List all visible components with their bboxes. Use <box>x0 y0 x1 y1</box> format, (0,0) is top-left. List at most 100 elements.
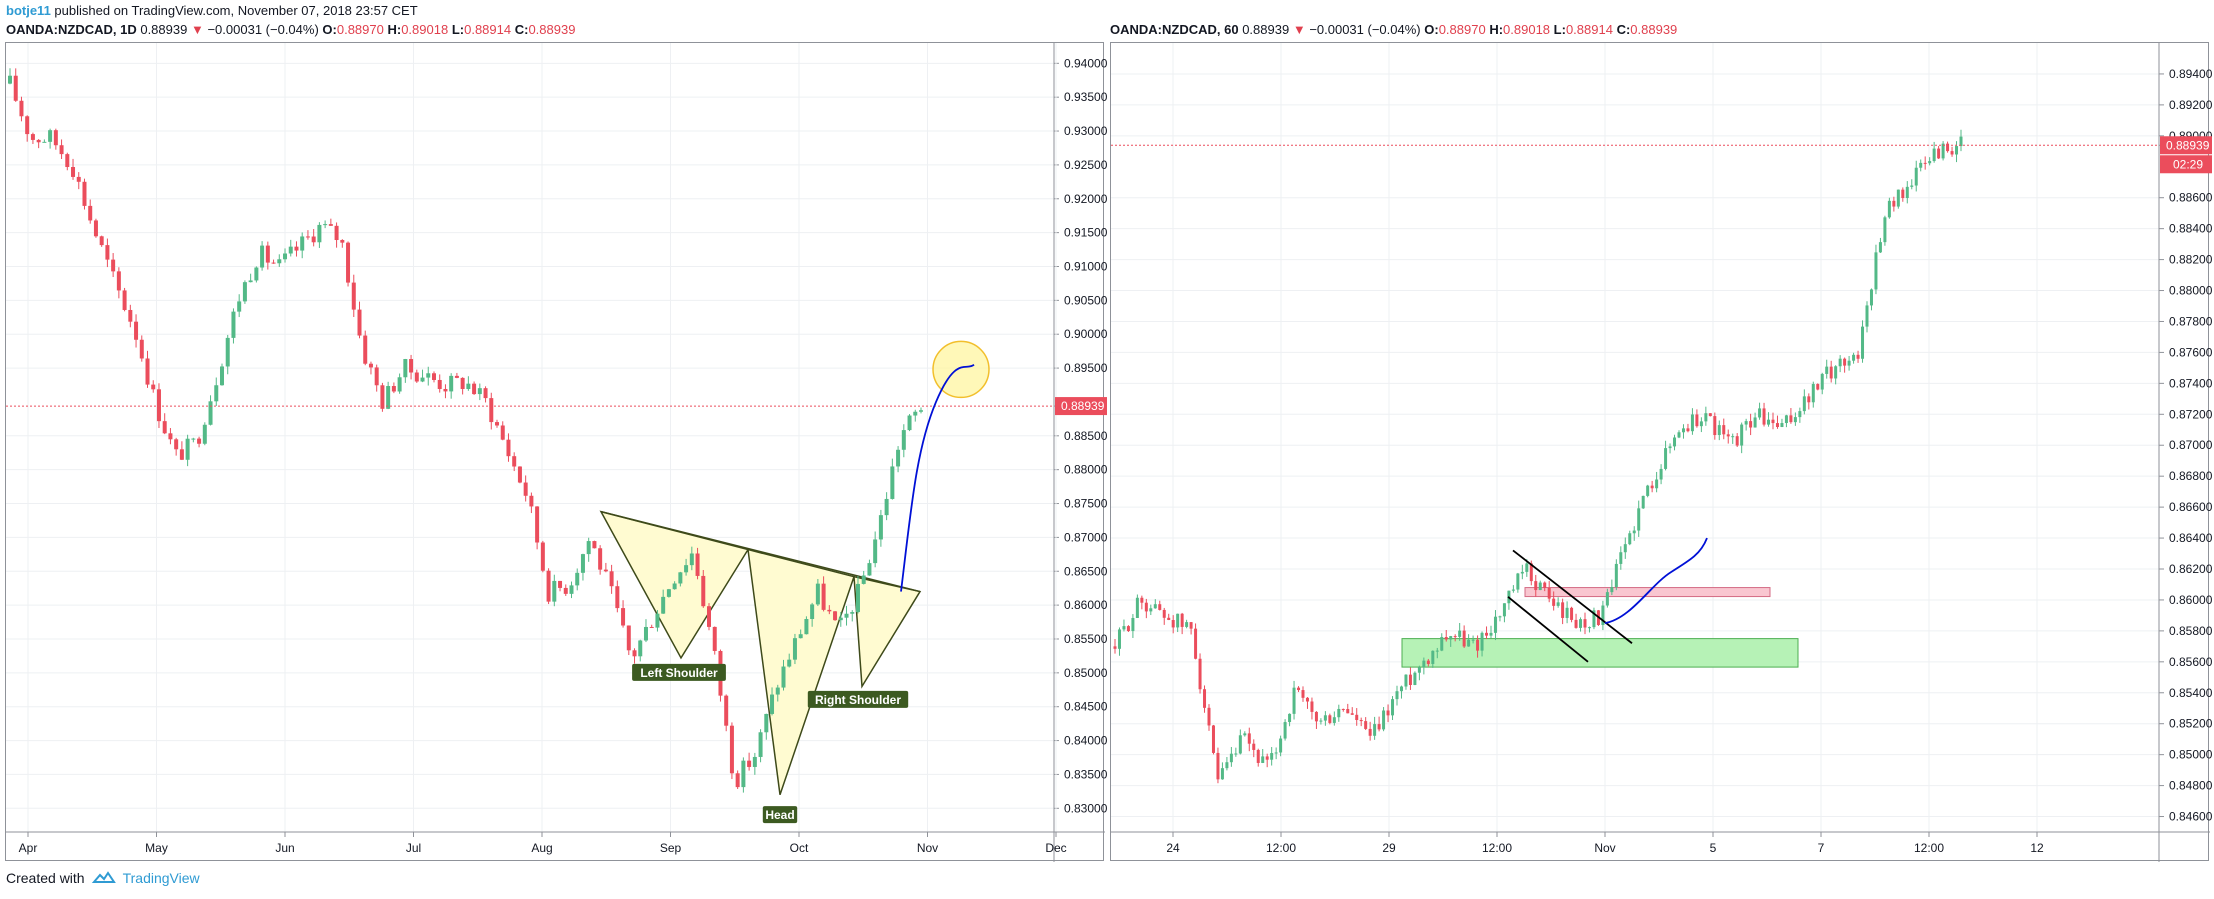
close-label: C: <box>1616 22 1631 37</box>
candle-up <box>1238 735 1242 754</box>
candle-up <box>1511 589 1515 591</box>
y-tick-label: 0.89500 <box>1064 361 1108 375</box>
candle-down <box>1686 428 1690 432</box>
candle-up <box>277 259 282 264</box>
candle-up <box>1865 305 1869 327</box>
daily-candlestick-chart[interactable]: 0.94000 0.93500 0.93000 0.92500 0.92000 0.915… <box>6 43 1108 862</box>
candle-up <box>1153 604 1157 609</box>
created-with-label: Created with <box>6 870 85 886</box>
candle-up <box>1502 603 1506 617</box>
candle-down <box>1265 756 1269 760</box>
tradingview-brand-link[interactable]: TradingView <box>122 870 200 886</box>
candle-down <box>271 262 276 264</box>
candle-down <box>82 181 87 206</box>
y-tick-label: 0.87000 <box>1064 530 1108 544</box>
author-link[interactable]: botje11 <box>6 3 51 18</box>
hourly-candlestick-chart[interactable]: 0.894000.892000.890000.886000.884000.882… <box>1111 43 2213 862</box>
x-tick-label: May <box>145 841 168 855</box>
candle-up <box>477 388 482 395</box>
candle-down <box>598 548 603 570</box>
candle-up <box>1440 637 1444 651</box>
y-tick-label: 0.85500 <box>1064 632 1108 646</box>
candle-down <box>1256 749 1260 763</box>
candle-up <box>202 424 207 444</box>
candle-up <box>1628 533 1632 545</box>
candle-down <box>1140 597 1144 603</box>
candle-up <box>804 619 809 635</box>
candle-down <box>1453 636 1457 638</box>
candle-up <box>1292 687 1296 714</box>
candle-up <box>741 760 746 788</box>
hourly-chart-pane[interactable]: 0.89400 0.89200 0.89000 0.88600 0.88400 0.882… <box>1110 42 2213 862</box>
y-tick-label: 0.85400 <box>2169 686 2213 700</box>
y-tick-label: 0.84800 <box>2169 779 2213 793</box>
y-tick-label: 0.87200 <box>2169 407 2213 421</box>
candle-up <box>850 612 855 614</box>
candle-up <box>896 449 901 467</box>
y-tick-label: 0.91500 <box>1064 226 1108 240</box>
publish-header: botje11 published on TradingView.com, No… <box>6 2 418 20</box>
daily-chart-pane[interactable]: 0.94000 0.93500 0.93000 0.92500 0.92000 0.915… <box>5 42 1108 862</box>
x-tick-label: 12:00 <box>1266 841 1296 855</box>
candle-down <box>197 438 202 444</box>
candle-up <box>672 583 677 590</box>
candle-down <box>615 586 620 609</box>
candle-up <box>1928 161 1932 164</box>
candle-down <box>30 134 35 140</box>
candle-down <box>1144 602 1148 612</box>
candle-down <box>1462 630 1466 647</box>
y-tick-label: 0.87500 <box>1064 497 1108 511</box>
right-shoulder-triangle <box>853 575 922 689</box>
candle-down <box>1901 189 1905 199</box>
last-price: 0.88939 <box>1242 22 1290 37</box>
candle-up <box>1319 720 1323 722</box>
candle-down <box>1377 724 1381 730</box>
symbol-label[interactable]: OANDA:NZDCAD, 60 <box>1110 22 1239 37</box>
candle-up <box>1646 485 1650 496</box>
candle-down <box>517 466 522 483</box>
candle-up <box>300 236 305 251</box>
right-legend: OANDA:NZDCAD, 60 0.88939 ▼ −0.00031 (−0.… <box>1110 21 1677 38</box>
candle-up <box>191 438 196 440</box>
candle-up <box>1176 613 1180 628</box>
candle-up <box>1601 605 1605 625</box>
candle-down <box>13 75 18 101</box>
y-tick-label: 0.87000 <box>2169 438 2213 452</box>
candle-up <box>403 359 408 378</box>
candle-down <box>1301 690 1305 698</box>
candle-up <box>1579 619 1583 628</box>
open-value: 0.88970 <box>336 22 384 37</box>
symbol-label[interactable]: OANDA:NZDCAD, 1D <box>6 22 137 37</box>
candle-down <box>712 626 717 651</box>
y-tick-label: 0.84000 <box>1064 734 1108 748</box>
candle-up <box>1955 146 1959 155</box>
candle-down <box>1816 384 1820 390</box>
y-tick-label: 0.86800 <box>2169 469 2213 483</box>
candle-up <box>1431 650 1435 664</box>
y-tick-label: 0.86000 <box>1064 598 1108 612</box>
candle-up <box>1887 200 1891 218</box>
candle-up <box>1852 354 1856 361</box>
candle-down <box>1583 619 1587 628</box>
candle-up <box>1932 148 1936 162</box>
left-shoulder-label-badge <box>632 663 726 681</box>
open-value: 0.88970 <box>1438 22 1486 37</box>
candle-up <box>764 713 769 733</box>
candle-down <box>1408 674 1412 686</box>
candle-down <box>1189 622 1193 629</box>
candle-up <box>1717 425 1721 436</box>
candle-down <box>695 553 700 576</box>
candle-up <box>317 224 322 243</box>
y-tick-label: 0.85000 <box>2169 748 2213 762</box>
candle-up <box>225 337 230 367</box>
change-value: −0.00031 (−0.04%) <box>1309 22 1421 37</box>
candle-up <box>1919 162 1923 168</box>
candle-up <box>575 572 580 586</box>
y-tick-label: 0.92000 <box>1064 192 1108 206</box>
candle-up <box>1699 421 1703 427</box>
last-price-badge <box>2160 136 2212 155</box>
candle-up <box>1234 753 1238 755</box>
candle-up <box>449 375 454 392</box>
candle-up <box>913 411 918 416</box>
candle-up <box>1323 715 1327 721</box>
